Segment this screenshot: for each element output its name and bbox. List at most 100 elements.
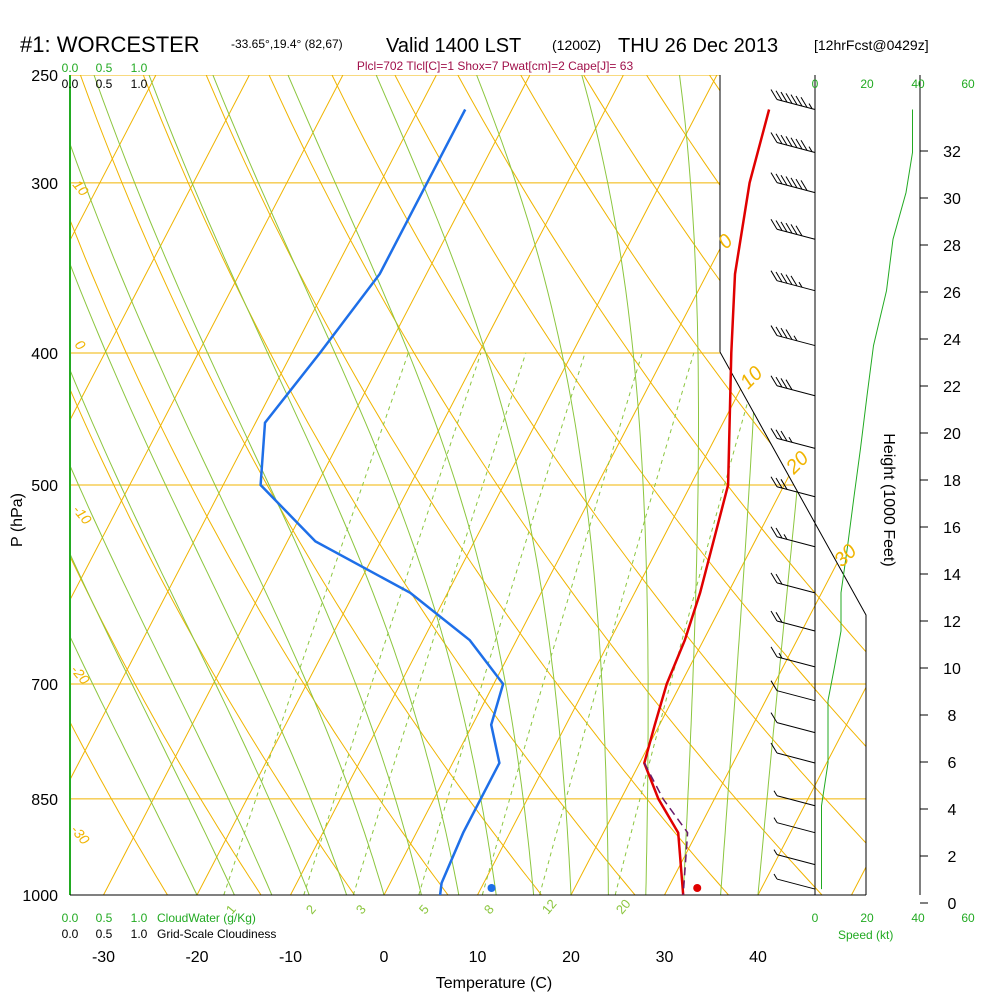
barb-flag (770, 325, 778, 336)
barb-staff (776, 142, 816, 153)
height-tick-label: 16 (943, 520, 961, 537)
height-tick-label: 8 (948, 708, 957, 725)
barb-staff (776, 690, 816, 702)
wind-barb (770, 742, 816, 764)
moist-adiabat (93, 75, 422, 895)
barb-flag (780, 134, 788, 146)
barb-staff (776, 280, 816, 292)
temperature-tick-label: 40 (749, 949, 767, 966)
wind-barbs (770, 89, 816, 890)
barb-half-flag (808, 103, 813, 109)
barb-flag (775, 573, 783, 585)
dry-adiabat (880, 51, 1000, 924)
barb-half-flag (783, 534, 788, 540)
barb-flag (780, 221, 788, 233)
dry-adiabat-label: -10 (70, 502, 95, 528)
dry-adiabat (70, 218, 449, 895)
barb-flag (785, 93, 793, 104)
wind-speed-profile (821, 109, 913, 890)
wind-barb (770, 610, 816, 632)
isotherm-line (103, 75, 531, 895)
cloudiness-label: Grid-Scale Cloudiness (157, 927, 276, 941)
dry-adiabat-label: 0 (72, 337, 89, 353)
dewpoint-line (259, 108, 505, 895)
mixing-ratio-label: 8 (481, 902, 497, 917)
moist-adiabat (70, 368, 310, 895)
diagonal-edge (719, 351, 867, 895)
isotherm-line (290, 75, 718, 895)
height-axis-title: Height (1000 Feet) (880, 433, 897, 566)
speed-tick-top: 40 (911, 77, 925, 91)
barb-flag (770, 476, 778, 487)
wind-barb (770, 325, 816, 347)
barb-half-flag (773, 817, 778, 823)
barb-flag (790, 94, 798, 105)
cloudwater-scale-bottom: 0.0 (62, 911, 79, 925)
barb-staff (776, 656, 816, 668)
isotherm-line (70, 75, 344, 601)
barb-staff (776, 98, 816, 110)
dry-adiabat (205, 75, 730, 895)
height-tick-label: 26 (943, 285, 961, 302)
isotherm-line (196, 75, 624, 895)
station-title: #1: WORCESTER (20, 32, 200, 57)
barb-flag (785, 136, 793, 147)
forecast-info: [12hrFcst@0429z] (814, 37, 929, 53)
barb-staff (776, 752, 816, 764)
height-tick-label: 28 (943, 238, 961, 255)
barb-flag (785, 379, 793, 390)
barb-flag (785, 274, 793, 285)
isotherm-line (757, 686, 866, 895)
barb-staff (776, 182, 816, 194)
cloudiness-scale-bottom: 1.0 (131, 927, 148, 941)
mixing-ratio-line (539, 352, 695, 895)
barb-half-flag (773, 873, 778, 880)
barb-flag (770, 89, 778, 100)
barb-flag (775, 271, 783, 283)
forecast-date: THU 26 Dec 2013 (618, 35, 778, 57)
barb-flag (795, 225, 803, 236)
isotherm-line (70, 75, 157, 242)
barb-flag (780, 378, 788, 389)
barb-flag (775, 220, 783, 231)
pressure-tick-label: 300 (31, 176, 58, 193)
wind-barb (770, 89, 816, 110)
pressure-tick-label: 700 (31, 677, 58, 694)
moist-adiabat (287, 75, 535, 895)
sounding-profiles (259, 108, 771, 895)
barb-half-flag (778, 652, 783, 659)
barb-half-flag (773, 790, 778, 797)
barb-flag (800, 180, 808, 191)
wind-barb (770, 680, 816, 702)
temperature-tick-label: 30 (656, 949, 674, 966)
height-tick-label: 2 (948, 849, 957, 866)
barb-half-flag (773, 849, 778, 855)
barb-flag (770, 742, 778, 754)
barb-staff (776, 582, 816, 594)
pressure-tick-label: 850 (31, 792, 58, 809)
barb-flag (795, 95, 803, 107)
wind-barb (773, 817, 816, 834)
barb-half-flag (793, 335, 798, 342)
moist-adiabat (375, 75, 572, 895)
barb-flag (775, 90, 783, 102)
plot-frame (69, 75, 928, 904)
barb-flag (785, 222, 793, 234)
speed-tick-bottom: 20 (860, 911, 874, 925)
wind-barb (770, 132, 816, 153)
y-axis-title: P (hPa) (9, 493, 26, 547)
cloudiness-scale-bottom: 0.5 (96, 927, 113, 941)
height-tick-label: 24 (943, 332, 961, 349)
barb-flag (790, 177, 798, 189)
temperature-tick-label: -20 (185, 949, 208, 966)
dry-adiabat (457, 75, 866, 653)
barb-half-flag (788, 437, 793, 443)
barb-flag (780, 273, 788, 284)
isotherm-line (664, 506, 866, 895)
barb-flag (775, 477, 783, 489)
barb-flag (770, 680, 778, 691)
x-axis-title: Temperature (C) (436, 975, 552, 992)
wind-barb (770, 646, 816, 668)
barb-staff (776, 722, 816, 734)
